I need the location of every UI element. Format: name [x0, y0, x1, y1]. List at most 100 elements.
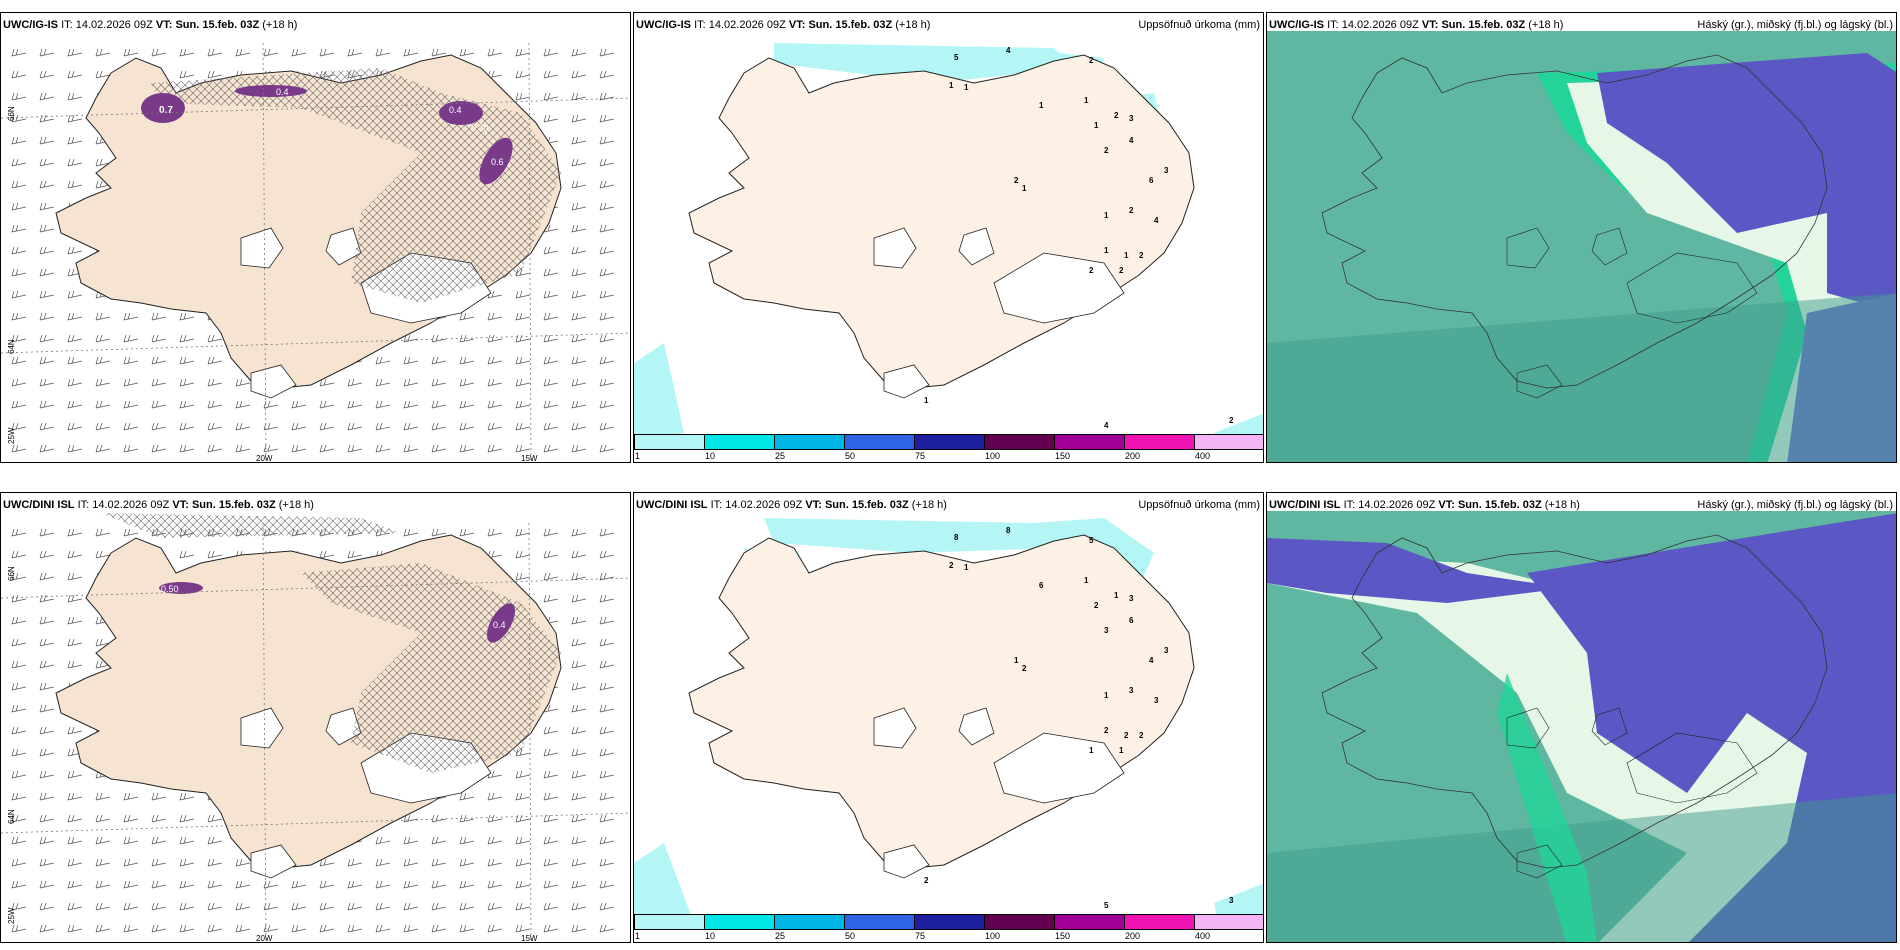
- precip-labels: 54211111232463421121222114124: [924, 46, 1234, 445]
- precip-value-label: 4: [1154, 216, 1159, 225]
- precip-value-label: 2: [924, 876, 929, 885]
- panel-header: UWC/IG-IS IT: 14.02.2026 09Z VT: Sun. 15…: [3, 19, 298, 31]
- purple-contours: 0.7 0.4 0.4 0.30 0.6: [141, 85, 513, 185]
- precip-value-label: 5: [1104, 901, 1109, 910]
- svg-text:0.4: 0.4: [449, 105, 462, 115]
- precip-value-label: 2: [1229, 416, 1234, 425]
- precip-value-label: 3: [1129, 594, 1134, 603]
- precip-value-label: 1: [1124, 251, 1129, 260]
- panel-title: Uppsöfnuð úrkoma (mm): [1138, 499, 1260, 511]
- precip-map: 88521612133643332221111225432: [634, 518, 1263, 928]
- svg-text:0.7: 0.7: [159, 105, 173, 116]
- colorbar-label: 100: [985, 931, 1001, 941]
- precip-value-label: 3: [1129, 686, 1134, 695]
- panel-title: Uppsöfnuð úrkoma (mm): [1138, 19, 1260, 31]
- precip-value-label: 1: [1104, 246, 1109, 255]
- colorbar-label: 1: [635, 451, 641, 461]
- colorbar-label: 200: [1125, 931, 1141, 941]
- precip-value-label: 2: [1014, 176, 1019, 185]
- precip-value-label: 4: [1104, 421, 1109, 430]
- precip-value-label: 4: [1129, 136, 1134, 145]
- colorbar-swatch: [914, 435, 984, 449]
- purple-contours: 0.50 0.4: [159, 582, 515, 643]
- colorbar-label: 10: [705, 451, 716, 461]
- precip-labels: 88521612133643332221111225432: [924, 526, 1234, 925]
- panel-title: Háský (gr.), miðský (fj.bl.) og lágský (…: [1697, 19, 1893, 31]
- precip-value-label: 3: [1164, 646, 1169, 655]
- panel-wind-dini: UWC/DINI ISL IT: 14.02.2026 09Z VT: Sun.…: [0, 492, 631, 943]
- panel-header: UWC/DINI ISL IT: 14.02.2026 09Z VT: Sun.…: [3, 499, 314, 511]
- lon-label-25: 25W: [7, 907, 16, 924]
- colorbar-label: 50: [845, 451, 856, 461]
- precip-value-label: 1: [964, 563, 969, 572]
- colorbar-swatch: [774, 915, 844, 929]
- cloud-map: [1267, 31, 1896, 462]
- precip-value-label: 2: [1104, 146, 1109, 155]
- panel-header: UWC/DINI ISL IT: 14.02.2026 09Z VT: Sun.…: [636, 499, 947, 511]
- precip-value-label: 2: [1114, 111, 1119, 120]
- lat-label-64: 64N: [7, 339, 16, 354]
- panel-header: UWC/IG-IS IT: 14.02.2026 09Z VT: Sun. 15…: [1269, 19, 1564, 31]
- colorbar-label: 75: [915, 931, 926, 941]
- iceland-land: [688, 54, 1195, 389]
- lon-label-25: 25W: [7, 427, 16, 444]
- colorbar-swatch: [634, 915, 704, 929]
- colorbar-swatch: [704, 915, 774, 929]
- panel-header: UWC/DINI ISL IT: 14.02.2026 09Z VT: Sun.…: [1269, 499, 1580, 511]
- colorbar-swatch: [1054, 915, 1124, 929]
- glaciers: [1506, 707, 1758, 879]
- colorbar-swatch: [1124, 915, 1194, 929]
- glaciers: [873, 707, 1125, 879]
- lon-label-20: 20W: [256, 454, 273, 463]
- precip-value-label: 1: [1094, 121, 1099, 130]
- svg-text:0.4: 0.4: [493, 620, 506, 630]
- panel-clouds-ig: UWC/IG-IS IT: 14.02.2026 09Z VT: Sun. 15…: [1266, 12, 1897, 463]
- svg-text:0.4: 0.4: [276, 87, 289, 97]
- precip-value-label: 3: [1164, 166, 1169, 175]
- colorbar-swatch: [774, 435, 844, 449]
- glaciers: [1506, 227, 1758, 399]
- precip-value-label: 3: [1229, 896, 1234, 905]
- colorbar-swatch: [914, 915, 984, 929]
- precip-value-label: 8: [1006, 526, 1011, 535]
- lon-label-15: 15W: [521, 934, 538, 943]
- lat-lon-grid: [1, 42, 630, 462]
- colorbar-label: 25: [775, 451, 786, 461]
- precip-value-label: 1: [1014, 656, 1019, 665]
- colorbar-label: 10: [705, 931, 716, 941]
- precip-value-label: 6: [1129, 616, 1134, 625]
- panel-title: Háský (gr.), miðský (fj.bl.) og lágský (…: [1697, 499, 1893, 511]
- hatched-area: [151, 68, 561, 303]
- svg-text:0.50: 0.50: [161, 584, 179, 594]
- colorbar-label: 50: [845, 931, 856, 941]
- panel-precip-ig: UWC/IG-IS IT: 14.02.2026 09Z VT: Sun. 15…: [633, 12, 1264, 463]
- precip-value-label: 2: [1089, 266, 1094, 275]
- wind-map: 0.7 0.4 0.4 0.30 0.6 66N 64N 25W 20W 15W: [1, 42, 630, 463]
- lat-label-66: 66N: [7, 566, 16, 581]
- precip-value-label: 1: [949, 81, 954, 90]
- colorbar: 1 10 25 50 75 100 150 200 400: [634, 912, 1263, 942]
- colorbar-label: 150: [1055, 451, 1071, 461]
- glaciers: [873, 227, 1125, 399]
- lon-label-15: 15W: [521, 454, 538, 463]
- colorbar-swatch: [844, 435, 914, 449]
- precip-value-label: 2: [1129, 206, 1134, 215]
- precip-value-label: 3: [1129, 114, 1134, 123]
- precip-value-label: 2: [1089, 56, 1094, 65]
- precip-value-label: 4: [1006, 46, 1011, 55]
- cloud-map: [1267, 511, 1896, 942]
- colorbar-label: 200: [1125, 451, 1141, 461]
- precip-value-label: 4: [1149, 656, 1154, 665]
- precip-value-label: 3: [1154, 696, 1159, 705]
- lon-label-20: 20W: [256, 934, 273, 943]
- svg-text:0.30: 0.30: [471, 123, 489, 133]
- precip-value-label: 2: [1022, 664, 1027, 673]
- precip-value-label: 2: [1104, 726, 1109, 735]
- colorbar-swatch: [704, 435, 774, 449]
- colorbar-label: 75: [915, 451, 926, 461]
- colorbar-swatch: [1194, 915, 1263, 929]
- lat-lon-grid: [1, 522, 630, 942]
- lat-label-66: 66N: [7, 106, 16, 121]
- precip-value-label: 2: [1094, 601, 1099, 610]
- colorbar-swatch: [1054, 435, 1124, 449]
